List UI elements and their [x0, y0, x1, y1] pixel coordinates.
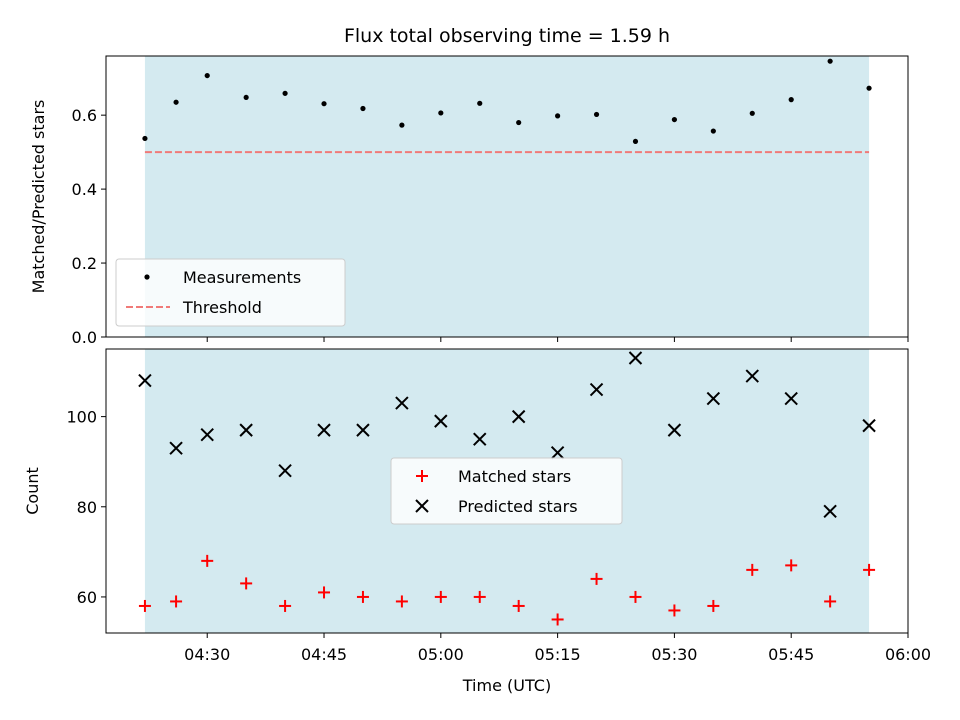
matched-star-point: [746, 563, 759, 576]
matched-star-point: [785, 559, 798, 572]
measurement-point: [593, 111, 600, 118]
measurement-point: [282, 90, 288, 96]
matched-star-point: [434, 590, 447, 603]
x-axis-label: Time (UTC): [462, 676, 551, 695]
legend-measurements-marker: [144, 274, 150, 280]
y-tick-label-bottom: 100: [66, 408, 97, 427]
predicted-star-point: [169, 441, 183, 455]
panel-top: 0.0 0.2 0.4 0.6 Matched/Predicted stars Mea…: [29, 55, 909, 347]
matched-star-point: [201, 554, 214, 567]
predicted-star-point: [628, 351, 643, 365]
matched-star-point: [356, 590, 369, 603]
matched-star-point: [668, 604, 681, 617]
matched-star-point: [512, 599, 525, 612]
predicted-star-point: [823, 504, 837, 518]
measurement-point: [866, 85, 872, 91]
legend-predicted-label: Predicted stars: [458, 497, 578, 516]
matched-star-point: [170, 595, 183, 608]
measurement-point: [173, 99, 179, 105]
legend-top: Measurements Threshold: [115, 258, 346, 327]
predicted-star-point: [473, 432, 487, 446]
measurement-point: [438, 110, 444, 116]
matched-star-point: [395, 595, 408, 608]
legend-bottom-box: [390, 457, 623, 525]
predicted-star-point: [589, 382, 604, 397]
predicted-star-point: [395, 396, 409, 410]
measurement-point: [360, 105, 366, 112]
predicted-star-point: [278, 464, 292, 478]
matched-star-point: [279, 599, 292, 612]
measurement-point: [516, 119, 522, 126]
legend-matched-marker: [416, 470, 428, 482]
legend-measurements-label: Measurements: [183, 268, 301, 287]
legend-bottom: Matched stars Predicted stars: [390, 457, 623, 525]
matched-star-point: [318, 586, 331, 599]
x-tick-label: 04:45: [301, 645, 347, 664]
predicted-star-point: [138, 373, 152, 388]
matched-star-point: [240, 577, 253, 590]
measurement-point: [671, 116, 678, 123]
matched-star-point: [473, 590, 486, 603]
x-tick-label: 05:45: [768, 645, 814, 664]
measurement-point: [399, 122, 405, 128]
matched-star-point: [707, 599, 720, 612]
predicted-star-point: [511, 409, 526, 424]
x-tick-label: 04:30: [184, 645, 230, 664]
y-tick-label-bottom: 80: [77, 498, 97, 517]
y-tick-label-top: 0.4: [72, 180, 97, 199]
panel-bottom-ylabel: Count: [23, 467, 42, 515]
panel-top-ylabel: Matched/Predicted stars: [29, 100, 48, 294]
measurement-point: [477, 100, 483, 106]
measurement-point: [710, 128, 716, 134]
predicted-star-point: [667, 423, 682, 437]
measurement-point: [749, 110, 755, 116]
x-tick-label: 05:15: [535, 645, 581, 664]
predicted-star-point: [317, 423, 331, 437]
measurement-point: [204, 72, 210, 79]
x-tick-label: 06:00: [885, 645, 931, 664]
matched-star-point: [629, 590, 642, 603]
matched-star-point: [551, 613, 564, 626]
chart-title: Flux total observing time = 1.59 h: [344, 25, 670, 47]
legend-predicted-marker: [415, 499, 429, 513]
matched-star-point: [590, 572, 603, 585]
measurement-point: [827, 58, 833, 64]
legend-matched-label: Matched stars: [458, 467, 571, 486]
predicted-star-point: [706, 391, 721, 406]
y-tick-label-bottom: 60: [77, 588, 97, 607]
x-tick-label: 05:30: [651, 645, 697, 664]
legend-threshold-label: Threshold: [182, 298, 262, 317]
measurement-point: [321, 101, 327, 107]
panel-bottom: 60 80 100 04:30 04:45 05:00 05:15 05:30 05:45 06…: [23, 348, 931, 695]
legend-top-box: [115, 258, 346, 327]
y-tick-label-top: 0.0: [72, 328, 97, 347]
predicted-star-point: [862, 418, 876, 433]
y-tick-label-top: 0.6: [72, 106, 97, 125]
predicted-star-point: [200, 427, 214, 442]
matched-star-point: [824, 595, 837, 608]
predicted-star-point: [745, 369, 759, 383]
measurement-point: [142, 135, 148, 142]
x-tick-label: 05:00: [418, 645, 464, 664]
matched-star-point: [138, 599, 151, 612]
measurement-point: [788, 97, 794, 103]
panel-bottom-frame: [105, 348, 909, 634]
matched-star-point: [863, 563, 876, 576]
measurement-point: [555, 113, 561, 119]
predicted-star-point: [550, 445, 565, 460]
measurement-point: [632, 138, 639, 145]
predicted-star-point: [356, 423, 370, 437]
panel-top-frame: [105, 55, 909, 338]
y-tick-label-top: 0.2: [72, 254, 97, 273]
predicted-star-point: [239, 423, 253, 437]
predicted-star-point: [784, 391, 798, 406]
measurement-point: [243, 94, 249, 101]
predicted-star-point: [434, 414, 448, 428]
